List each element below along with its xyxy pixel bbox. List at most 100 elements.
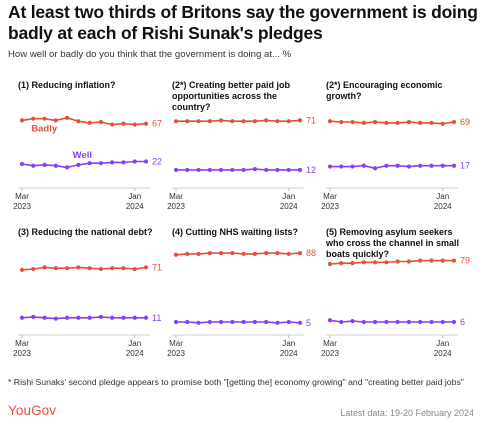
data-point-badly xyxy=(286,119,291,124)
data-point-well xyxy=(451,163,457,168)
data-point-well xyxy=(121,315,126,320)
footnote: * Rishi Sunaks' second pledge appears to… xyxy=(8,377,464,387)
chart-panel-2: (2*) Creating better paid job opportunit… xyxy=(167,80,322,222)
chart-panel-4: (3) Reducing the national debt? Mar 2023 Ja… xyxy=(13,227,168,369)
data-point-well xyxy=(440,163,445,168)
data-point-well xyxy=(395,319,400,325)
chart-panel-3: (2*) Encouraging economic growth? Mar 2023… xyxy=(321,80,476,222)
data-point-badly xyxy=(252,251,258,257)
data-point-badly xyxy=(64,115,70,120)
data-point-badly xyxy=(19,267,25,272)
data-point-well xyxy=(327,318,333,323)
x-tick-label: 2023 xyxy=(321,202,339,211)
data-point-well xyxy=(185,319,190,325)
data-point-badly xyxy=(132,266,137,272)
x-tick-label: 2024 xyxy=(126,349,144,358)
data-point-badly xyxy=(297,118,303,123)
data-point-well xyxy=(230,319,235,325)
data-point-badly xyxy=(275,119,280,124)
data-point-well xyxy=(451,319,457,325)
data-point-badly xyxy=(440,121,445,126)
data-point-badly xyxy=(53,266,58,271)
x-tick-label: Jan xyxy=(128,339,141,348)
data-point-badly xyxy=(429,258,434,263)
data-point-badly xyxy=(252,119,258,124)
data-point-badly xyxy=(218,250,224,256)
data-point-badly xyxy=(384,260,389,265)
data-point-well xyxy=(429,163,434,168)
data-point-well xyxy=(132,159,137,164)
x-tick-label: Jan xyxy=(436,339,449,348)
data-point-well xyxy=(372,166,378,171)
data-point-well xyxy=(98,161,104,166)
data-point-well xyxy=(429,319,434,325)
end-value-label-badly: 71 xyxy=(152,262,162,272)
data-point-well xyxy=(31,163,36,168)
data-point-well xyxy=(264,167,269,173)
data-point-well xyxy=(196,167,201,173)
x-tick-label: Jan xyxy=(128,192,141,201)
data-point-well xyxy=(406,319,412,325)
data-point-well xyxy=(241,167,246,173)
x-tick-label: Jan xyxy=(282,339,295,348)
data-point-well xyxy=(64,165,70,170)
series-line-well xyxy=(21,160,146,169)
data-point-well xyxy=(327,164,333,169)
data-point-badly xyxy=(143,265,149,270)
data-point-badly xyxy=(87,266,92,271)
x-tick-label: Mar xyxy=(169,192,183,201)
x-tick-label: 2024 xyxy=(434,202,452,211)
data-point-well xyxy=(241,319,246,325)
data-point-badly xyxy=(372,260,378,265)
data-point-badly xyxy=(87,120,92,125)
x-tick-label: 2023 xyxy=(167,349,185,358)
data-point-badly xyxy=(31,116,36,121)
data-point-well xyxy=(19,315,25,320)
series-line-well xyxy=(176,321,301,324)
end-value-label-well: 22 xyxy=(152,157,162,167)
end-value-label-badly: 88 xyxy=(306,248,316,258)
data-point-badly xyxy=(264,118,269,123)
data-point-well xyxy=(173,167,179,173)
chart-panel-5: (4) Cutting NHS waiting lists? Mar 2023 Jan… xyxy=(167,227,322,369)
data-point-well xyxy=(384,319,389,325)
data-point-well xyxy=(76,162,81,167)
end-value-label-well: 5 xyxy=(306,318,311,328)
data-point-badly xyxy=(98,119,104,125)
series-line-well xyxy=(21,316,146,320)
data-point-badly xyxy=(395,259,400,264)
data-point-badly xyxy=(207,250,212,256)
data-point-badly xyxy=(76,119,81,124)
data-point-well xyxy=(196,320,201,325)
series-line-well xyxy=(176,168,300,171)
x-tick-label: Jan xyxy=(436,192,449,201)
data-point-well xyxy=(42,315,47,320)
data-point-well xyxy=(286,319,291,325)
data-point-badly xyxy=(31,266,36,272)
data-point-well xyxy=(350,164,355,169)
end-value-label-badly: 69 xyxy=(460,117,470,127)
end-value-label-badly: 79 xyxy=(460,256,470,266)
data-point-badly xyxy=(418,120,423,125)
data-point-badly xyxy=(361,120,366,125)
series-label-well: Well xyxy=(73,150,92,161)
data-point-badly xyxy=(132,122,137,127)
panel-title: (3) Reducing the national debt? xyxy=(18,227,153,237)
series-line-well xyxy=(329,319,454,323)
yougov-logo[interactable]: YouGov xyxy=(8,403,57,418)
data-point-badly xyxy=(196,119,201,124)
data-point-well xyxy=(110,160,115,165)
x-tick-label: Mar xyxy=(15,192,29,201)
data-point-well xyxy=(207,167,212,173)
data-point-well xyxy=(185,167,190,173)
data-point-badly xyxy=(207,119,212,124)
data-point-well xyxy=(31,314,36,320)
series-line-badly xyxy=(329,259,454,265)
data-point-badly xyxy=(218,118,224,123)
x-tick-label: 2024 xyxy=(280,202,298,211)
series-line-badly xyxy=(21,266,147,271)
chart-panel-6: (5) Removing asylum seekers who cross th… xyxy=(321,227,476,369)
series-line-well xyxy=(330,164,454,169)
